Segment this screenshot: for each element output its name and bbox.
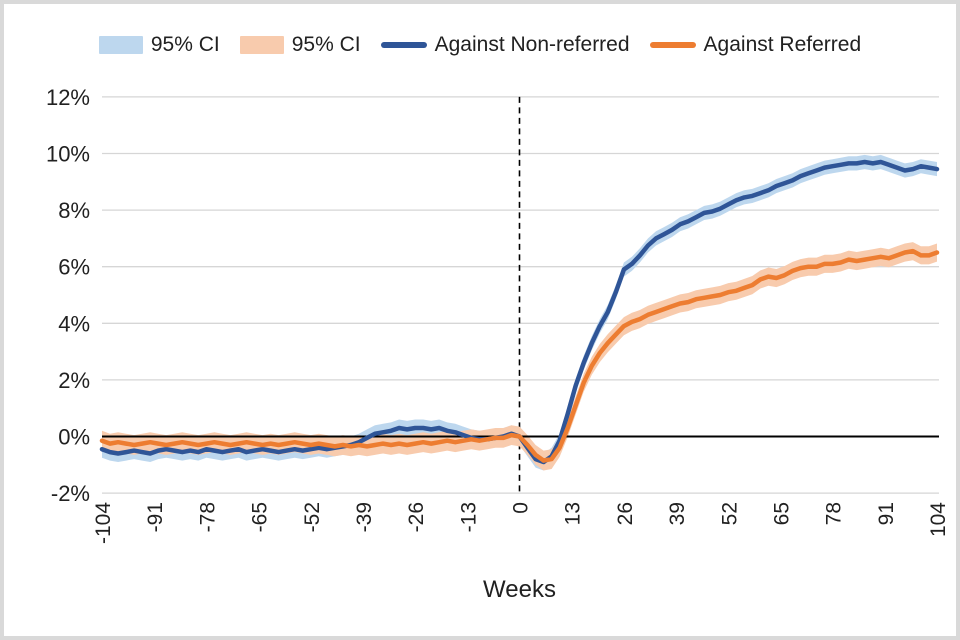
legend-item-ci-nonreferred: 95% CI	[98, 33, 220, 56]
legend-item-referred: Against Referred	[649, 33, 862, 56]
ci-band-swatch-referred	[239, 36, 284, 54]
x-tick-label: 104	[927, 502, 950, 537]
y-tick-label: 0%	[58, 425, 90, 450]
y-tick-label: 2%	[58, 368, 90, 393]
x-tick-label: -26	[405, 502, 428, 532]
confidence-band	[102, 242, 937, 471]
x-tick-label: 65	[770, 502, 793, 525]
x-tick-label: -13	[457, 502, 480, 532]
legend-item-nonreferred: Against Non-referred	[380, 33, 630, 56]
x-tick-label: 52	[718, 502, 741, 525]
x-tick-label: 78	[823, 502, 846, 525]
y-tick-label: 8%	[58, 198, 90, 223]
x-tick-label: -78	[196, 502, 219, 532]
x-tick-label: 39	[666, 502, 689, 525]
line-swatch-nonreferred	[380, 42, 427, 48]
x-axis-tick-labels: -104 -91 -78 -65 -52 -39 -26 -13 0 13 26 39 52 65 78 91…	[92, 502, 950, 544]
x-tick-label: -65	[249, 502, 272, 532]
y-tick-label: 12%	[46, 85, 90, 110]
legend-label: 95% CI	[291, 33, 361, 56]
y-tick-label: 6%	[58, 255, 90, 280]
event-study-chart: 12% 10% 8% 6% 4% 2% 0% -2%-104 -91 -78 -65 -52 -39 -2…	[46, 85, 950, 544]
x-tick-label: -52	[301, 502, 324, 532]
x-tick-label: -91	[144, 502, 167, 532]
x-tick-label: 26	[614, 502, 637, 525]
x-tick-label: -39	[353, 502, 376, 532]
x-tick-label: 13	[562, 502, 585, 525]
y-tick-label: 4%	[58, 311, 90, 336]
series-line	[99, 248, 940, 463]
x-tick-label: 0	[510, 502, 533, 514]
legend-label: Against Non-referred	[434, 33, 630, 56]
ci-band-swatch-nonreferred	[98, 36, 143, 54]
y-tick-label: 10%	[46, 142, 90, 167]
y-tick-label: -2%	[51, 481, 90, 506]
y-axis-tick-labels: 12% 10% 8% 6% 4% 2% 0% -2%	[46, 85, 90, 506]
legend: 95% CI 95% CI Against Non-referred Again…	[4, 34, 956, 56]
x-axis-title: Weeks	[483, 576, 556, 603]
legend-label: Against Referred	[703, 33, 862, 56]
line-swatch-referred	[649, 42, 696, 48]
x-tick-label: -104	[92, 502, 115, 544]
gridlines	[102, 96, 939, 494]
legend-label: 95% CI	[150, 33, 220, 56]
legend-item-ci-referred: 95% CI	[239, 33, 361, 56]
x-tick-label: 91	[875, 502, 898, 525]
